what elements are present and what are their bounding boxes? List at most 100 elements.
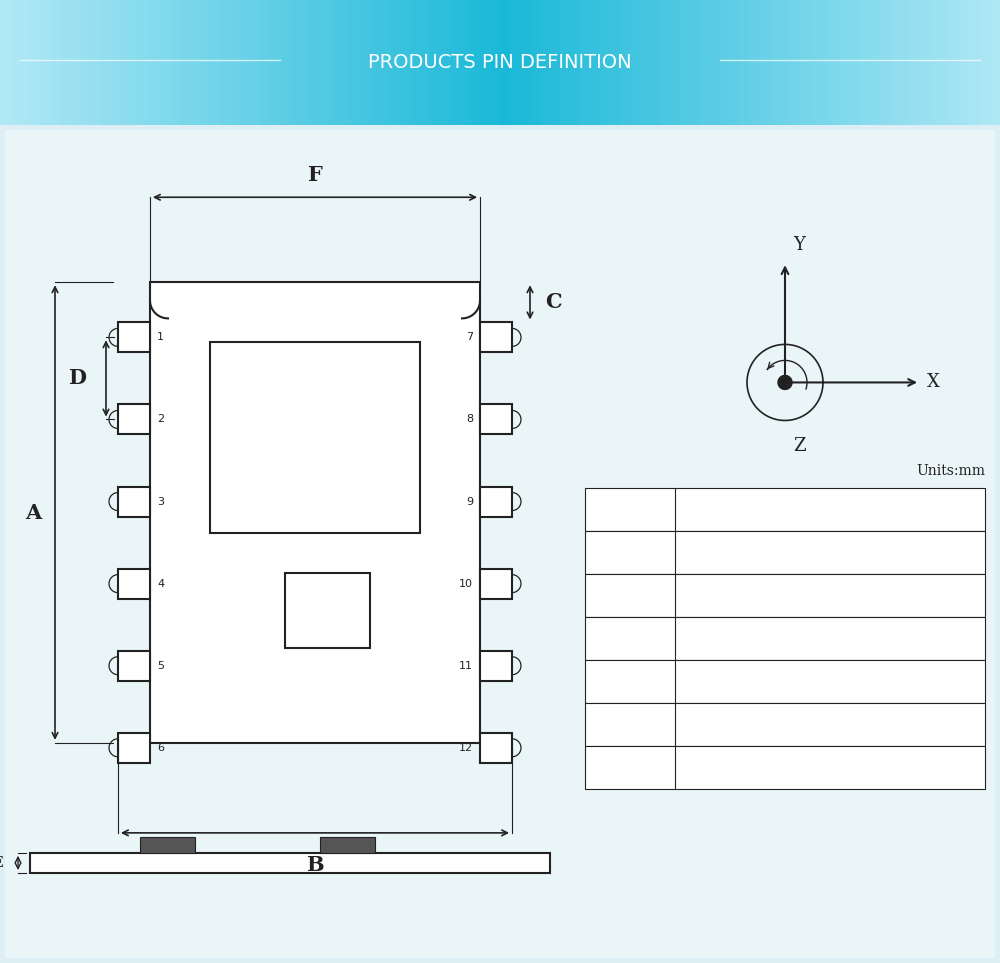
Bar	[340, 0, 350, 125]
Bar	[118, 486, 150, 516]
Text: 8: 8	[466, 414, 473, 425]
Bar	[320, 837, 375, 853]
Text: 11: 11	[459, 661, 473, 670]
Bar	[750, 0, 760, 125]
Text: 1: 1	[157, 332, 164, 343]
Bar	[170, 0, 180, 125]
Bar	[940, 0, 950, 125]
Text: 7: 7	[466, 332, 473, 343]
Bar	[860, 0, 870, 125]
Bar	[900, 0, 910, 125]
Bar	[480, 651, 512, 681]
Text: PRODUCTS PIN DEFINITION: PRODUCTS PIN DEFINITION	[368, 53, 632, 72]
Bar	[360, 0, 370, 125]
Bar	[950, 0, 960, 125]
Bar	[620, 0, 630, 125]
Bar	[10, 0, 20, 125]
Bar	[290, 0, 300, 125]
Text: B: B	[306, 855, 324, 875]
Bar	[190, 0, 200, 125]
Bar	[830, 0, 840, 125]
Bar	[500, 0, 510, 125]
Bar	[820, 0, 830, 125]
Bar	[990, 0, 1000, 125]
Text: F: F	[624, 759, 636, 776]
Bar	[850, 0, 860, 125]
Text: 6: 6	[157, 742, 164, 753]
Bar	[118, 568, 150, 599]
Bar	[320, 0, 330, 125]
Bar	[380, 0, 390, 125]
Text: C: C	[545, 293, 562, 312]
Bar	[690, 0, 700, 125]
Text: 5: 5	[157, 661, 164, 670]
Bar	[100, 0, 110, 125]
Bar	[585, 574, 985, 616]
Bar	[420, 0, 430, 125]
Text: 1.5mm: 1.5mm	[801, 716, 859, 733]
Bar	[40, 0, 50, 125]
Bar	[260, 0, 270, 125]
Bar	[480, 486, 512, 516]
Text: 5.4mm: 5.4mm	[801, 630, 859, 647]
Text: Y: Y	[793, 236, 805, 254]
Text: Size: Size	[812, 501, 848, 517]
Text: Z: Z	[793, 437, 806, 455]
Bar	[180, 0, 190, 125]
Bar	[810, 0, 820, 125]
Bar	[150, 282, 480, 742]
Text: 9: 9	[466, 497, 473, 507]
Bar	[800, 0, 810, 125]
Text: E: E	[624, 716, 636, 733]
Text: 4: 4	[157, 579, 164, 588]
Bar	[30, 0, 40, 125]
Bar	[920, 0, 930, 125]
Bar	[880, 0, 890, 125]
Bar	[440, 0, 450, 125]
Bar	[510, 0, 520, 125]
Bar	[20, 0, 30, 125]
Text: 2: 2	[157, 414, 164, 425]
Text: A: A	[624, 543, 636, 560]
Bar	[870, 0, 880, 125]
Bar	[270, 0, 280, 125]
Bar	[118, 323, 150, 352]
Bar	[585, 703, 985, 745]
Bar	[110, 0, 120, 125]
Bar	[600, 0, 610, 125]
Text: 13mm: 13mm	[804, 759, 856, 776]
Bar	[400, 0, 410, 125]
Text: 12: 12	[459, 742, 473, 753]
Bar	[585, 660, 985, 703]
Bar	[520, 0, 530, 125]
Bar	[120, 0, 130, 125]
Text: D: D	[68, 369, 86, 388]
Bar	[720, 0, 730, 125]
Bar	[30, 853, 550, 872]
Bar	[610, 0, 620, 125]
Text: E: E	[0, 856, 3, 870]
Bar	[220, 0, 230, 125]
Bar	[150, 0, 160, 125]
Bar	[540, 0, 550, 125]
Bar	[118, 733, 150, 763]
Bar	[560, 0, 570, 125]
Bar	[70, 0, 80, 125]
Bar	[210, 343, 420, 533]
Bar	[780, 0, 790, 125]
Text: F: F	[308, 166, 322, 185]
Text: B: B	[624, 586, 636, 604]
Bar	[0, 0, 10, 125]
Bar	[580, 0, 590, 125]
Bar	[740, 0, 750, 125]
Bar	[890, 0, 900, 125]
Text: A: A	[25, 503, 41, 523]
Bar	[480, 0, 490, 125]
Bar	[480, 323, 512, 352]
Bar	[770, 0, 780, 125]
Bar	[480, 404, 512, 434]
Bar	[730, 0, 740, 125]
Bar	[300, 0, 310, 125]
Bar	[90, 0, 100, 125]
Bar	[460, 0, 470, 125]
